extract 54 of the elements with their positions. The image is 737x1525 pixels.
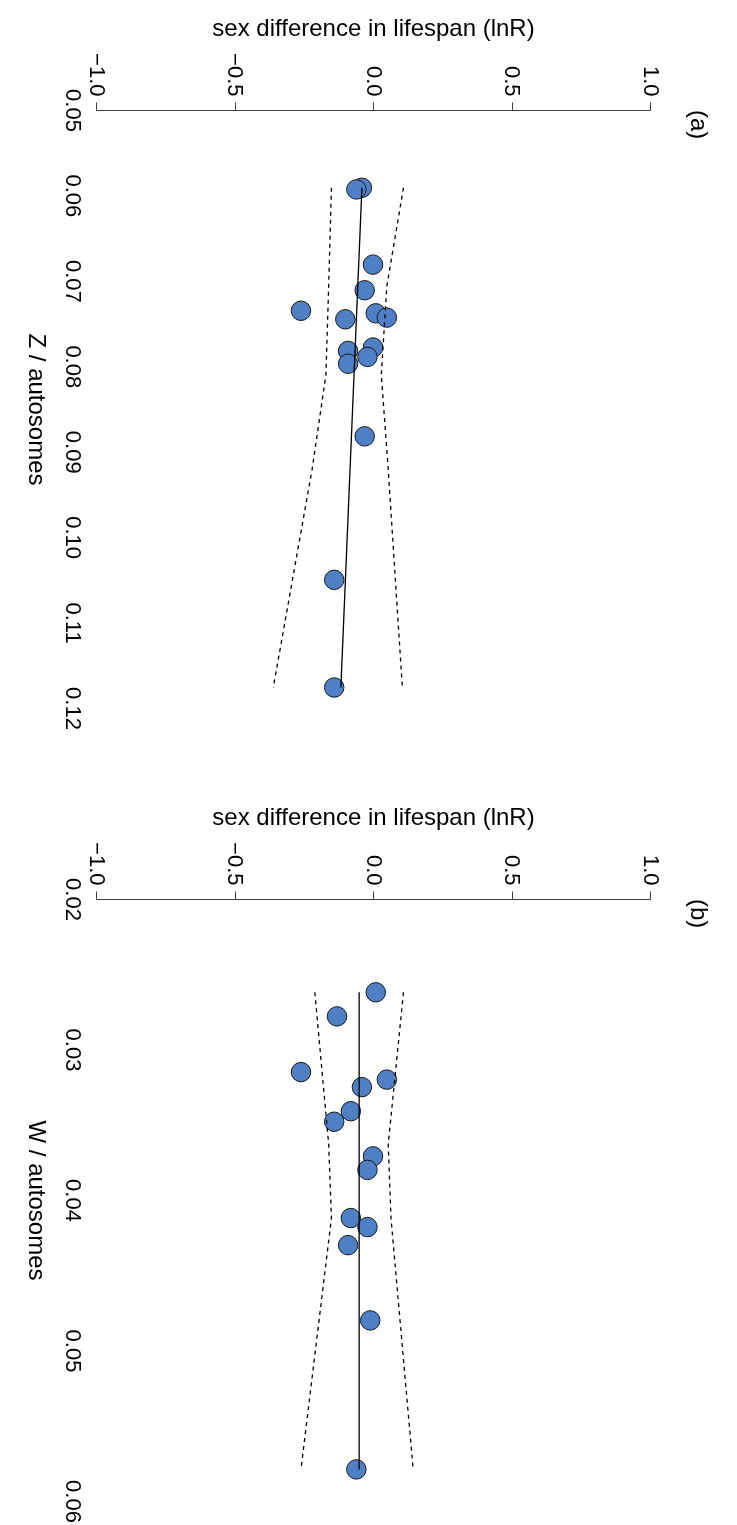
y-tick-label: 0.05 bbox=[60, 1329, 86, 1373]
point bbox=[337, 353, 359, 374]
point bbox=[351, 1076, 373, 1098]
point bbox=[323, 677, 345, 698]
point bbox=[362, 254, 384, 275]
point bbox=[359, 1310, 381, 1331]
y-tick-label: 0.02 bbox=[60, 878, 86, 921]
point bbox=[290, 1061, 312, 1083]
y-tick-label: 0.06 bbox=[60, 1480, 86, 1523]
point bbox=[357, 1159, 378, 1181]
x-tick-label: 0.0 bbox=[361, 854, 387, 886]
y-tick-label: 0.08 bbox=[60, 345, 86, 389]
line-series bbox=[272, 187, 333, 689]
point bbox=[346, 1459, 367, 1480]
x-axis-title: sex difference in lifespan (lnR) bbox=[212, 14, 535, 42]
y-tick-label: 0.04 bbox=[60, 1179, 86, 1222]
y-tick-label: 0.12 bbox=[60, 687, 86, 730]
text: (b) bbox=[686, 899, 713, 929]
point bbox=[376, 1069, 398, 1090]
y-axis-title: W / autosomes bbox=[23, 1120, 51, 1281]
x-tick-label: 0.5 bbox=[500, 65, 525, 97]
x-tick-label: −0.5 bbox=[223, 53, 248, 97]
point bbox=[376, 307, 398, 328]
y-tick-label: 0.06 bbox=[60, 174, 86, 218]
y-tick-label: 0.09 bbox=[60, 430, 86, 474]
point bbox=[340, 1100, 362, 1122]
y-tick-label: 0.05 bbox=[60, 89, 86, 132]
point bbox=[354, 280, 375, 301]
x-tick-label: 0.0 bbox=[361, 65, 387, 97]
x-tick-label: −1.0 bbox=[84, 53, 110, 97]
point bbox=[323, 569, 345, 591]
point bbox=[290, 300, 312, 321]
point bbox=[326, 1006, 348, 1027]
y-tick-label: 0.11 bbox=[60, 602, 86, 644]
y-tick-label: 0.07 bbox=[60, 259, 86, 303]
point bbox=[335, 309, 356, 330]
y-tick-label: 0.10 bbox=[60, 516, 86, 560]
point bbox=[365, 982, 387, 1003]
point bbox=[357, 346, 378, 368]
x-tick-label: −1.0 bbox=[84, 842, 110, 886]
x-tick-label: −0.5 bbox=[223, 842, 248, 886]
y-axis-title: Z / autosomes bbox=[23, 333, 51, 486]
y-tick-label: 0.03 bbox=[60, 1028, 86, 1072]
point bbox=[346, 179, 367, 200]
x-tick-label: 1.0 bbox=[638, 65, 664, 97]
x-axis-title: sex difference in lifespan (lnR) bbox=[212, 803, 535, 831]
point bbox=[354, 426, 375, 447]
point bbox=[323, 1111, 345, 1132]
text: (a) bbox=[686, 110, 713, 140]
x-tick-label: 0.5 bbox=[500, 854, 525, 886]
x-tick-label: 1.0 bbox=[638, 854, 664, 886]
point bbox=[340, 1207, 362, 1229]
point bbox=[337, 1234, 359, 1256]
point bbox=[357, 1216, 378, 1238]
